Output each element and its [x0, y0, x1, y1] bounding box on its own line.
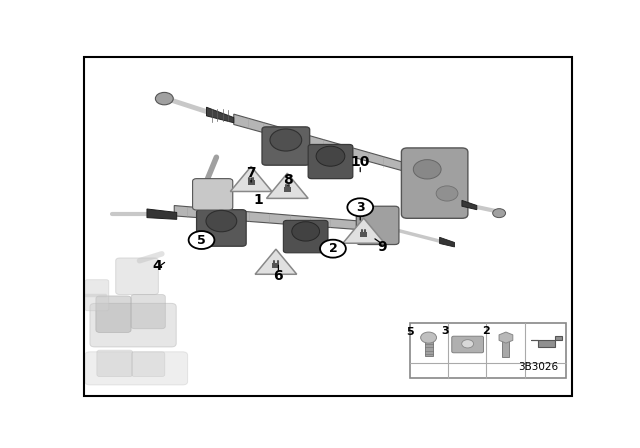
Bar	[502, 339, 509, 357]
Polygon shape	[462, 200, 477, 210]
Circle shape	[348, 198, 373, 216]
Circle shape	[292, 222, 319, 241]
Polygon shape	[255, 249, 297, 274]
Bar	[284, 187, 291, 192]
Polygon shape	[147, 209, 177, 220]
Text: 6: 6	[273, 269, 284, 283]
FancyBboxPatch shape	[85, 352, 188, 385]
Circle shape	[156, 92, 173, 105]
Polygon shape	[531, 336, 563, 347]
FancyBboxPatch shape	[131, 294, 165, 329]
FancyBboxPatch shape	[132, 352, 165, 377]
FancyBboxPatch shape	[193, 179, 233, 210]
Polygon shape	[174, 206, 360, 230]
Text: 1: 1	[253, 194, 264, 207]
Bar	[248, 180, 255, 185]
FancyBboxPatch shape	[284, 220, 328, 253]
Text: 3: 3	[442, 326, 449, 336]
Text: 5: 5	[197, 233, 206, 246]
Polygon shape	[440, 237, 454, 247]
Circle shape	[413, 159, 441, 179]
Text: 9: 9	[378, 240, 387, 254]
FancyBboxPatch shape	[116, 258, 158, 294]
FancyBboxPatch shape	[85, 280, 109, 311]
FancyBboxPatch shape	[96, 296, 131, 332]
FancyBboxPatch shape	[356, 206, 399, 245]
Bar	[360, 232, 367, 237]
FancyBboxPatch shape	[90, 303, 176, 347]
Circle shape	[461, 340, 474, 348]
Text: 2: 2	[328, 242, 337, 255]
Circle shape	[493, 209, 506, 218]
Text: 7: 7	[246, 166, 256, 180]
Text: 10: 10	[351, 155, 370, 169]
Circle shape	[436, 186, 458, 201]
FancyBboxPatch shape	[97, 350, 132, 377]
FancyBboxPatch shape	[262, 127, 310, 165]
Polygon shape	[499, 332, 513, 343]
Text: 2: 2	[482, 326, 490, 336]
FancyBboxPatch shape	[401, 148, 468, 218]
Circle shape	[420, 332, 436, 343]
FancyBboxPatch shape	[452, 336, 484, 353]
Text: 8: 8	[284, 172, 293, 187]
Bar	[410, 323, 566, 378]
Circle shape	[206, 211, 237, 232]
Polygon shape	[266, 173, 308, 198]
Text: 4: 4	[152, 259, 162, 273]
Bar	[424, 339, 433, 356]
Polygon shape	[230, 166, 272, 191]
Circle shape	[270, 129, 301, 151]
Circle shape	[320, 240, 346, 258]
Bar	[273, 263, 280, 268]
Text: 5: 5	[406, 327, 413, 337]
FancyBboxPatch shape	[308, 145, 353, 179]
Polygon shape	[234, 114, 410, 173]
Polygon shape	[343, 218, 385, 243]
Text: 3B3026: 3B3026	[518, 362, 558, 372]
Circle shape	[316, 146, 345, 166]
Polygon shape	[207, 107, 234, 123]
Circle shape	[189, 231, 214, 249]
FancyBboxPatch shape	[196, 210, 246, 246]
Text: 3: 3	[356, 201, 365, 214]
